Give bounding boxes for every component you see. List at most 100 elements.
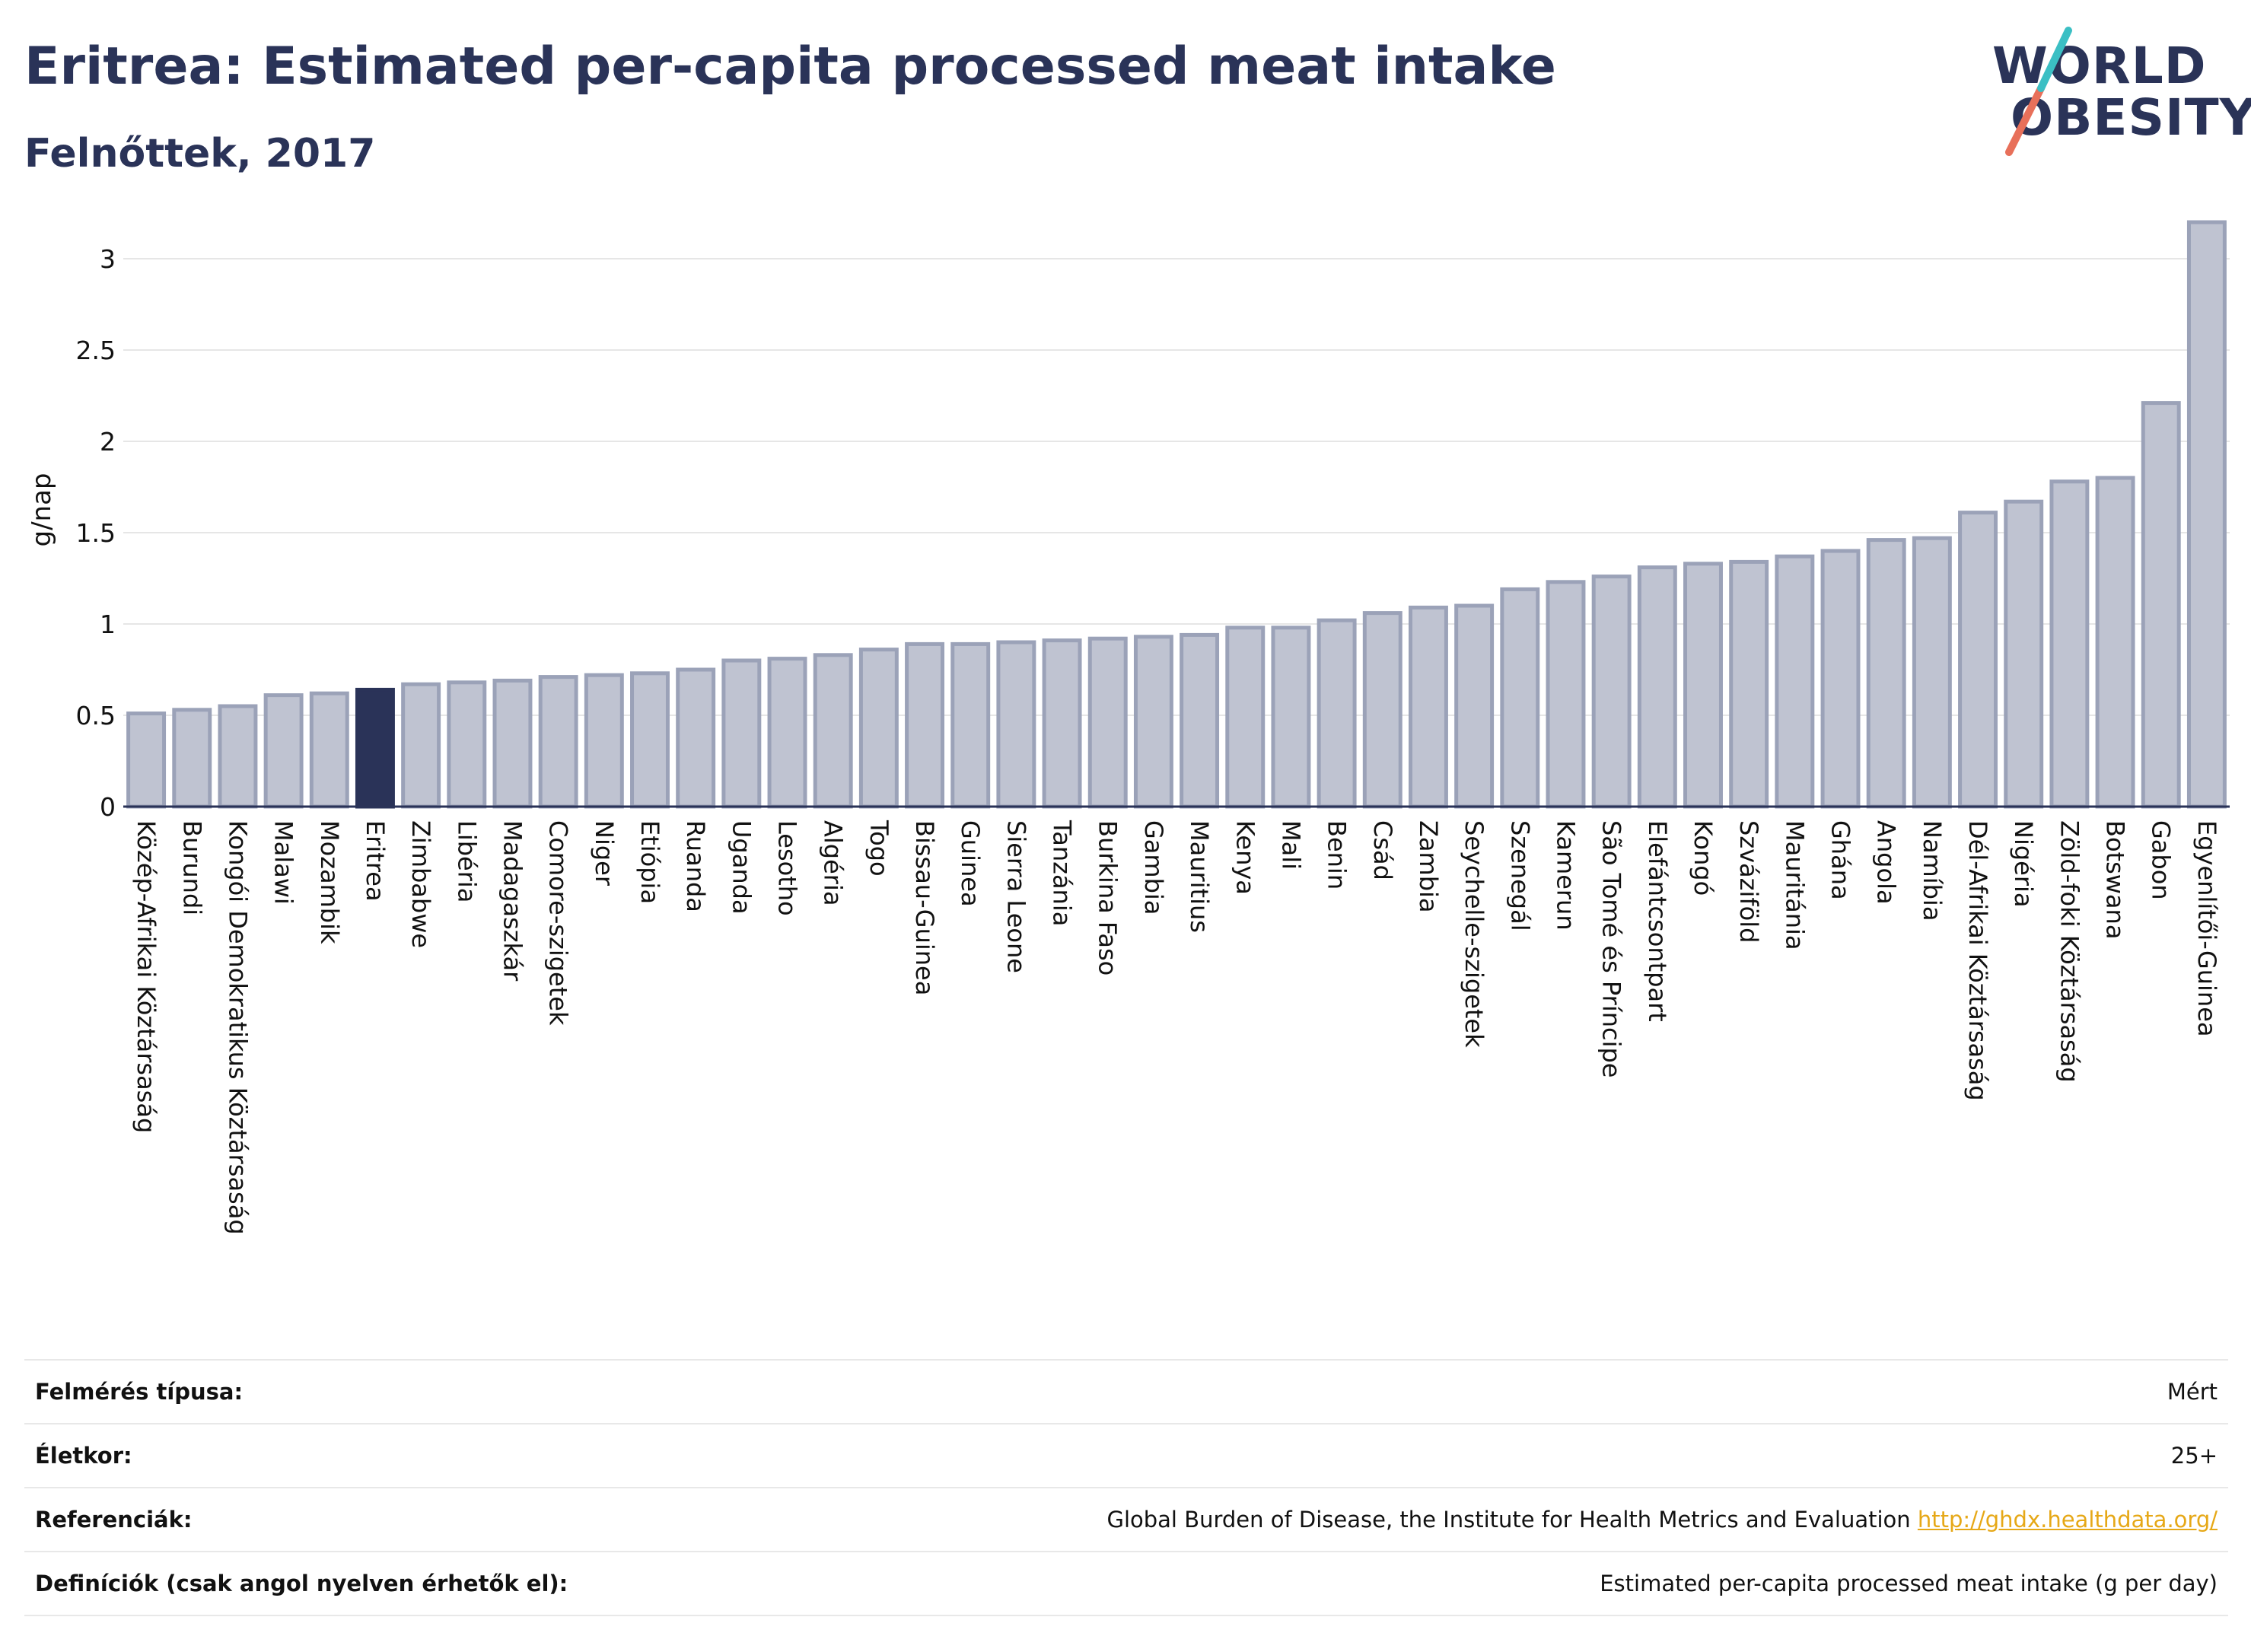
x-tick-label: Szenegál [1505,820,1534,931]
x-tick-label: Kongó [1689,820,1718,896]
x-tick-label: Seychelle-szigetek [1460,820,1488,1048]
bar[interactable] [1683,562,1723,809]
x-tick-label: Egyenlítői-Guinea [2192,820,2221,1037]
bar[interactable] [1500,587,1540,809]
bar-chart: 0 0.5 1 1.5 2 2.5 3 Közép-Afrikai Köztársaság B… [27,220,2230,1235]
bar[interactable] [2186,220,2227,809]
bar[interactable] [538,675,578,809]
x-tick-label: Namíbia [1918,820,1947,921]
bar[interactable] [676,667,716,809]
bar[interactable] [905,641,945,809]
bar[interactable] [1180,632,1220,809]
y-tick-label: 2.5 [76,336,116,365]
x-tick-label: Dél-Afrikai Köztársaság [1963,820,1992,1101]
x-tick-label: Libéria [452,820,481,902]
bar[interactable] [950,641,991,809]
x-tick-label: Guinea [956,820,985,907]
world-obesity-logo[interactable]: WORLD OBESITY [1979,23,2251,160]
bar[interactable] [447,680,487,809]
bar[interactable] [263,693,304,809]
x-tick-label: Zöld-foki Köztársaság [2055,820,2084,1083]
x-tick-label: Kamerun [1551,820,1580,931]
x-tick-label: Angola [1872,820,1901,905]
bar[interactable] [2004,499,2044,809]
bars [126,220,2227,809]
bar[interactable] [1317,618,1357,809]
x-tick-label: Comore-szigetek [544,820,573,1026]
bar[interactable] [1637,565,1677,809]
x-tick-label: Algéria [819,820,848,906]
x-tick-labels: Közép-Afrikai Köztársaság Burundi Kongói D… [132,820,2221,1235]
x-tick-label: Malawi [269,820,298,905]
bar[interactable] [996,640,1036,809]
reference-text: Global Burden of Disease, the Institute … [1106,1507,1911,1533]
info-label: Életkor: [35,1443,132,1469]
y-tick-label: 1 [100,610,116,639]
bar[interactable] [1866,538,1906,809]
bar[interactable] [172,708,212,809]
x-tick-label: Nigéria [2009,820,2038,907]
x-tick-label: Közép-Afrikai Köztársaság [132,820,161,1133]
info-label: Felmérés típusa: [35,1379,244,1405]
x-tick-label: Togo [864,820,893,877]
x-tick-label: Mozambik [315,820,344,944]
bar[interactable] [1546,580,1586,809]
bar[interactable] [1958,511,1998,809]
bar[interactable] [309,691,349,809]
bar[interactable] [2141,401,2181,809]
info-row-references: Referenciák: Global Burden of Disease, t… [24,1487,2228,1551]
bar[interactable] [1591,575,1632,809]
bar[interactable] [813,653,853,809]
x-tick-label: Burundi [177,820,206,915]
reference-link[interactable]: http://ghdx.healthdata.org/ [1917,1507,2218,1533]
x-tick-label: Lesotho [773,820,802,916]
info-row-age: Életkor: 25+ [24,1423,2228,1487]
x-tick-label: Gambia [1139,820,1168,915]
bar-highlighted[interactable] [355,687,395,809]
info-label: Definíciók (csak angol nyelven érhetők e… [35,1571,568,1596]
bar[interactable] [401,682,441,809]
bar[interactable] [1820,549,1861,809]
x-tick-label: Botswana [2101,820,2130,939]
y-tick-label: 1.5 [76,518,116,548]
bar[interactable] [2095,476,2135,809]
bar[interactable] [1133,635,1173,809]
bar[interactable] [1454,603,1495,809]
x-tick-label: Mauritius [1185,820,1214,933]
chart-title: Eritrea: Estimated per-capita processed … [24,37,1556,97]
info-value: 25+ [2170,1443,2218,1469]
bar[interactable] [1912,536,1952,809]
x-tick-label: Kenya [1231,820,1259,895]
bar[interactable] [721,658,762,809]
bar[interactable] [1042,638,1082,809]
x-tick-label: Szváziföld [1734,820,1763,943]
info-row-definitions: Definíciók (csak angol nyelven érhetők e… [24,1551,2228,1616]
bar[interactable] [1087,636,1128,809]
bar[interactable] [1729,559,1769,809]
bar[interactable] [1271,625,1311,809]
x-tick-label: Kongói Demokratikus Köztársaság [223,820,252,1235]
bar[interactable] [1775,554,1815,809]
x-tick-label: Elefántcsontpart [1643,820,1672,1022]
bar[interactable] [1362,611,1402,809]
x-tick-label: Ruanda [681,820,710,912]
bar[interactable] [767,657,807,809]
x-tick-label: Zambia [1414,820,1443,913]
info-value: Global Burden of Disease, the Institute … [1106,1507,2228,1533]
bar[interactable] [218,704,258,809]
bar[interactable] [126,711,167,809]
chart-subtitle: Felnőttek, 2017 [24,131,376,177]
x-tick-label: Csád [1368,820,1397,880]
bar[interactable] [630,671,670,809]
bar[interactable] [2049,479,2090,809]
bar[interactable] [584,673,624,809]
bar[interactable] [1408,605,1448,809]
y-tick-label: 3 [100,244,116,274]
info-value: Mért [2167,1379,2218,1405]
bar[interactable] [492,678,533,809]
y-axis-title: g/nap [27,473,57,546]
x-tick-label: Benin [1323,820,1352,890]
bar[interactable] [858,648,899,809]
bar[interactable] [1225,625,1266,809]
x-tick-label: Zimbabwe [406,820,435,948]
